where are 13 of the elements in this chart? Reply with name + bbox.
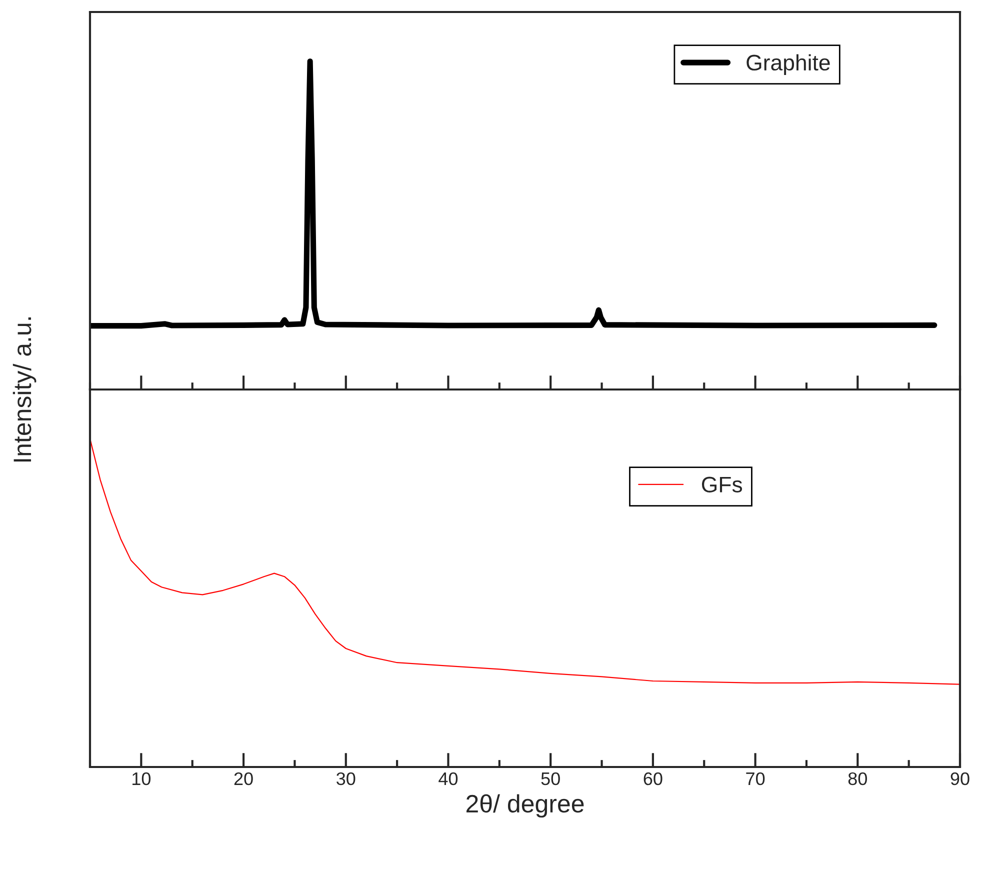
x-tick-label: 60	[644, 772, 662, 786]
x-tick-label: 80	[848, 772, 867, 786]
x-tick-label: 30	[336, 772, 356, 786]
legend-label: Graphite	[746, 54, 830, 75]
x-tick-label: 50	[541, 772, 560, 786]
x-axis-title: 2θ/ degree	[466, 794, 584, 818]
x-tick-label: 90	[950, 772, 970, 786]
x-tick-label: 40	[438, 772, 458, 786]
x-tick-label: 70	[746, 772, 765, 786]
legend-label: GFs	[702, 476, 742, 492]
y-axis-title: Intensity/ a.u.	[12, 317, 36, 462]
x-tick-label: 10	[132, 772, 151, 786]
x-tick-label: 20	[234, 772, 253, 786]
